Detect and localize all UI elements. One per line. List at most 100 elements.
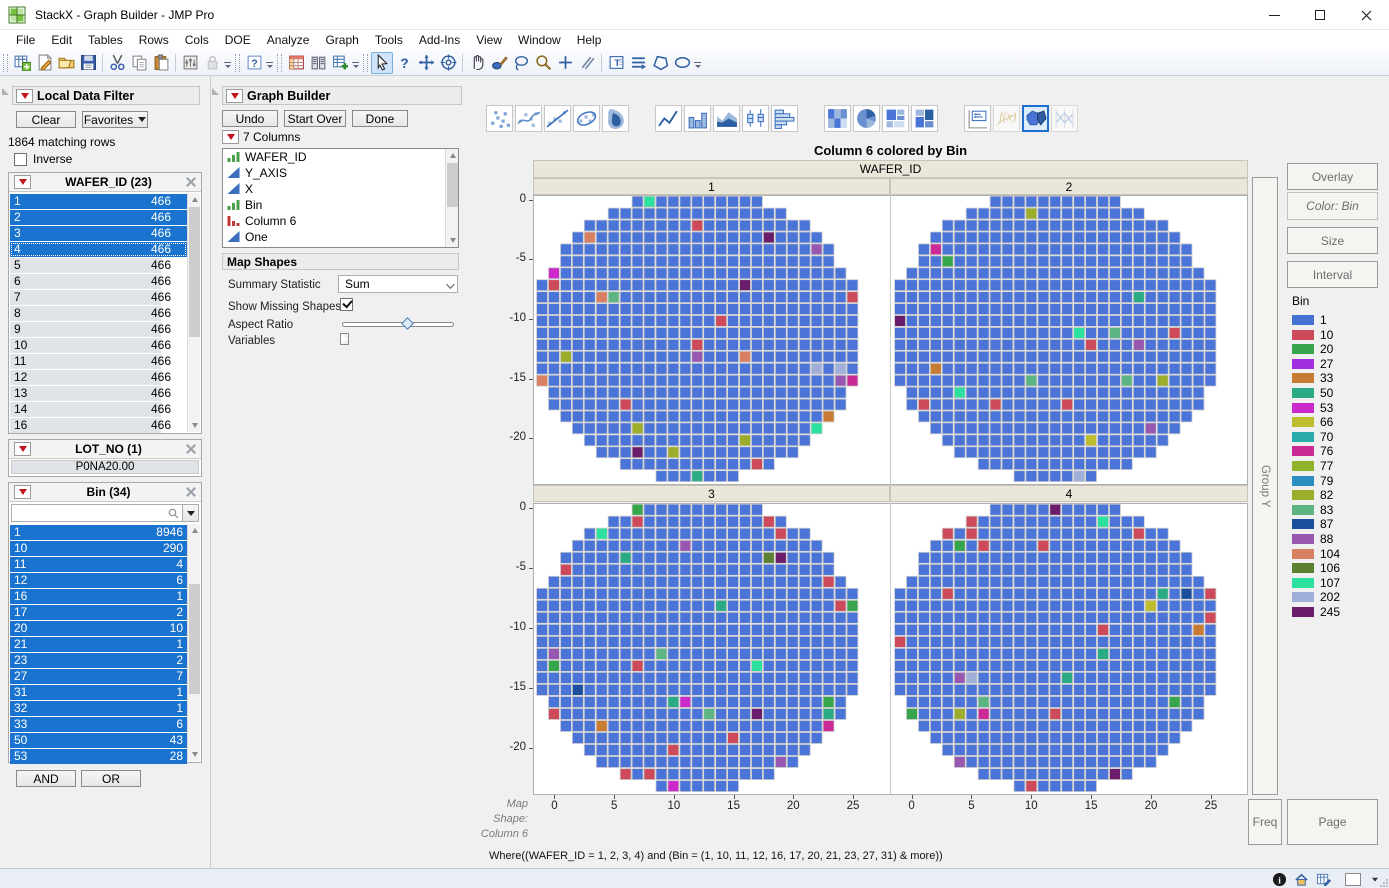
legend-item[interactable]: 53: [1292, 401, 1333, 415]
legend-item[interactable]: 66: [1292, 415, 1333, 429]
gallery-heatmap-icon[interactable]: [824, 105, 851, 132]
favorites-button[interactable]: Favorites: [82, 111, 148, 128]
or-button[interactable]: OR: [81, 770, 141, 787]
gallery-line-of-fit-icon[interactable]: [544, 105, 571, 132]
legend-item[interactable]: 76: [1292, 444, 1333, 458]
menu-file[interactable]: File: [16, 33, 36, 47]
column-item[interactable]: One: [223, 229, 458, 245]
wafer-id-item[interactable]: 8 466: [10, 305, 187, 321]
legend-item[interactable]: 20: [1292, 342, 1333, 356]
wafer-id-item[interactable]: 14 466: [10, 401, 187, 417]
bin-item[interactable]: 20 10: [10, 620, 187, 636]
legend-item[interactable]: 245: [1292, 605, 1340, 619]
page-drop-zone[interactable]: Page: [1287, 799, 1378, 845]
menu-graph[interactable]: Graph: [325, 33, 359, 47]
wafer-id-menu-icon[interactable]: [14, 175, 31, 189]
columns-scrollbar[interactable]: [445, 149, 458, 247]
start-over-button[interactable]: Start Over: [284, 110, 346, 127]
toolbar-overflow-icon[interactable]: [223, 54, 232, 72]
add-rows-icon[interactable]: [329, 52, 351, 74]
bin-item[interactable]: 10 290: [10, 540, 187, 556]
ellipse-annotate-icon[interactable]: [671, 52, 693, 74]
wafer-id-item[interactable]: 10 466: [10, 337, 187, 353]
legend-item[interactable]: 70: [1292, 430, 1333, 444]
wafer-id-item[interactable]: 12 466: [10, 369, 187, 385]
bin-item[interactable]: 53 28: [10, 748, 187, 764]
column-item[interactable]: Column 6: [223, 213, 458, 229]
gallery-bar-icon[interactable]: [684, 105, 711, 132]
wafer-id-item[interactable]: 13 466: [10, 385, 187, 401]
show-missing-checkbox[interactable]: [340, 298, 353, 311]
wafer-map-1[interactable]: [533, 195, 890, 485]
bin-item[interactable]: 21 1: [10, 636, 187, 652]
legend-item[interactable]: 82: [1292, 488, 1333, 502]
gallery-mosaic-icon[interactable]: [911, 105, 938, 132]
menu-tools[interactable]: Tools: [374, 33, 403, 47]
gallery-line-icon[interactable]: [655, 105, 682, 132]
wafer-id-item[interactable]: 11 466: [10, 353, 187, 369]
gallery-area-icon[interactable]: [713, 105, 740, 132]
legend-item[interactable]: 27: [1292, 357, 1333, 371]
clear-button[interactable]: Clear: [16, 111, 76, 128]
gallery-histogram-icon[interactable]: [771, 105, 798, 132]
gallery-parallel-icon[interactable]: [1051, 105, 1078, 132]
wafer-id-item[interactable]: 9 466: [10, 321, 187, 337]
legend-item[interactable]: 104: [1292, 547, 1340, 561]
menu-cols[interactable]: Cols: [184, 33, 209, 47]
collapse-builder-icon[interactable]: [212, 88, 219, 95]
close-button[interactable]: [1343, 0, 1389, 30]
columns-menu-icon[interactable]: [222, 130, 239, 144]
polygon-annotate-icon[interactable]: [649, 52, 671, 74]
gallery-ellipse-icon[interactable]: [573, 105, 600, 132]
menu-analyze[interactable]: Analyze: [266, 33, 310, 47]
legend-item[interactable]: 50: [1292, 386, 1333, 400]
bin-item[interactable]: 16 1: [10, 588, 187, 604]
wafer-id-item[interactable]: 5 466: [10, 257, 187, 273]
wafer-id-item[interactable]: 6 466: [10, 273, 187, 289]
eraser-tool-icon[interactable]: [576, 52, 598, 74]
save-icon[interactable]: [77, 52, 99, 74]
wafer-id-item[interactable]: 3 466: [10, 225, 187, 241]
target-tool-icon[interactable]: [437, 52, 459, 74]
size-drop-zone[interactable]: Size: [1287, 227, 1378, 254]
new-script-icon[interactable]: [33, 52, 55, 74]
brush-tool-icon[interactable]: [488, 52, 510, 74]
collapse-filter-icon[interactable]: [2, 88, 9, 95]
wafer-map-4[interactable]: [891, 503, 1248, 795]
bin-scrollbar[interactable]: [187, 524, 200, 761]
open-icon[interactable]: [55, 52, 77, 74]
legend-item[interactable]: 77: [1292, 459, 1333, 473]
legend-item[interactable]: 106: [1292, 561, 1340, 575]
legend-item[interactable]: 107: [1292, 576, 1340, 590]
bin-menu-icon[interactable]: [14, 485, 31, 499]
legend-item[interactable]: 202: [1292, 590, 1340, 604]
magnifier-tool-icon[interactable]: [532, 52, 554, 74]
freq-drop-zone[interactable]: Freq: [1248, 799, 1282, 845]
column-item[interactable]: Bin: [223, 197, 458, 213]
lock-icon[interactable]: [201, 52, 223, 74]
wafer-id-item[interactable]: 4 466: [10, 241, 187, 257]
wafer-map-2[interactable]: [891, 195, 1248, 485]
minimize-button[interactable]: [1251, 0, 1297, 30]
lasso-tool-icon[interactable]: [510, 52, 532, 74]
paste-icon[interactable]: [150, 52, 172, 74]
color-drop-zone[interactable]: Color: Bin: [1287, 192, 1378, 220]
gallery-points-icon[interactable]: [486, 105, 513, 132]
legend-item[interactable]: 88: [1292, 532, 1333, 546]
legend-item[interactable]: 1: [1292, 313, 1327, 327]
arrow-tool-icon[interactable]: [371, 51, 393, 74]
bin-search-input[interactable]: [11, 504, 183, 522]
legend-item[interactable]: 79: [1292, 474, 1333, 488]
filter-menu-icon[interactable]: [16, 88, 33, 103]
menu-view[interactable]: View: [476, 33, 502, 47]
toolbar-overflow-icon[interactable]: [351, 54, 360, 72]
bin-item[interactable]: 1 8946: [10, 524, 187, 540]
dropdown-icon[interactable]: [1367, 871, 1383, 887]
bin-item[interactable]: 32 1: [10, 700, 187, 716]
table-edit-icon[interactable]: [1315, 871, 1331, 887]
question-tool-icon[interactable]: ?: [393, 52, 415, 74]
wafer-id-item[interactable]: 7 466: [10, 289, 187, 305]
variables-disclosure-icon[interactable]: [340, 333, 349, 345]
bin-search-dropdown[interactable]: [183, 504, 199, 522]
bin-item[interactable]: 33 6: [10, 716, 187, 732]
